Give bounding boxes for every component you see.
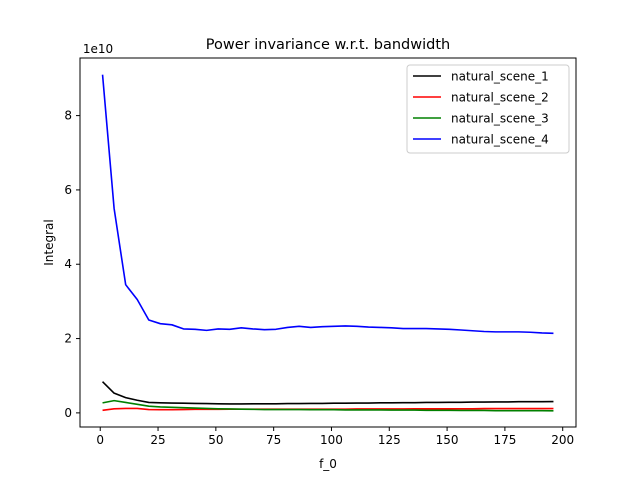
x-tick-label: 0: [96, 433, 104, 447]
axes-frame: [79, 57, 577, 428]
legend-label: natural_scene_2: [451, 91, 549, 105]
y-tick-label: 8: [64, 109, 72, 123]
x-tick-label: 75: [266, 433, 281, 447]
y-tick-label: 2: [64, 332, 72, 346]
x-tick-label: 100: [320, 433, 343, 447]
series-line-natural-scene-3: [102, 399, 554, 412]
x-tick-label: 50: [208, 433, 223, 447]
x-tick-label: 25: [150, 433, 165, 447]
plot-lines: [101, 74, 554, 412]
y-tick-label: 0: [64, 406, 72, 420]
legend-label: natural_scene_4: [451, 133, 549, 147]
legend: natural_scene_1 natural_scene_2 natural_sc…: [406, 64, 570, 154]
x-axis-label: f_0: [319, 457, 337, 471]
chart-title: Power invariance w.r.t. bandwidth: [206, 37, 450, 53]
legend-label: natural_scene_1: [451, 70, 549, 84]
legend-box: [406, 64, 570, 154]
legend-label: natural_scene_3: [451, 112, 549, 126]
x-tick-label: 125: [378, 433, 401, 447]
y-scale-label: 1e10: [83, 42, 113, 56]
series-line-natural-scene-1: [101, 381, 554, 405]
x-tick-label: 175: [493, 433, 516, 447]
x-axis-ticks: 0 25 50 75 100 125 150 175 200: [96, 427, 574, 447]
y-tick-label: 4: [64, 257, 72, 271]
x-tick-label: 200: [551, 433, 574, 447]
y-axis-ticks: 0 2 4 6 8: [64, 109, 80, 420]
y-tick-label: 6: [64, 183, 72, 197]
x-tick-label: 150: [436, 433, 459, 447]
y-axis-label: Integral: [42, 219, 56, 265]
series-line-natural-scene-4: [101, 74, 554, 335]
